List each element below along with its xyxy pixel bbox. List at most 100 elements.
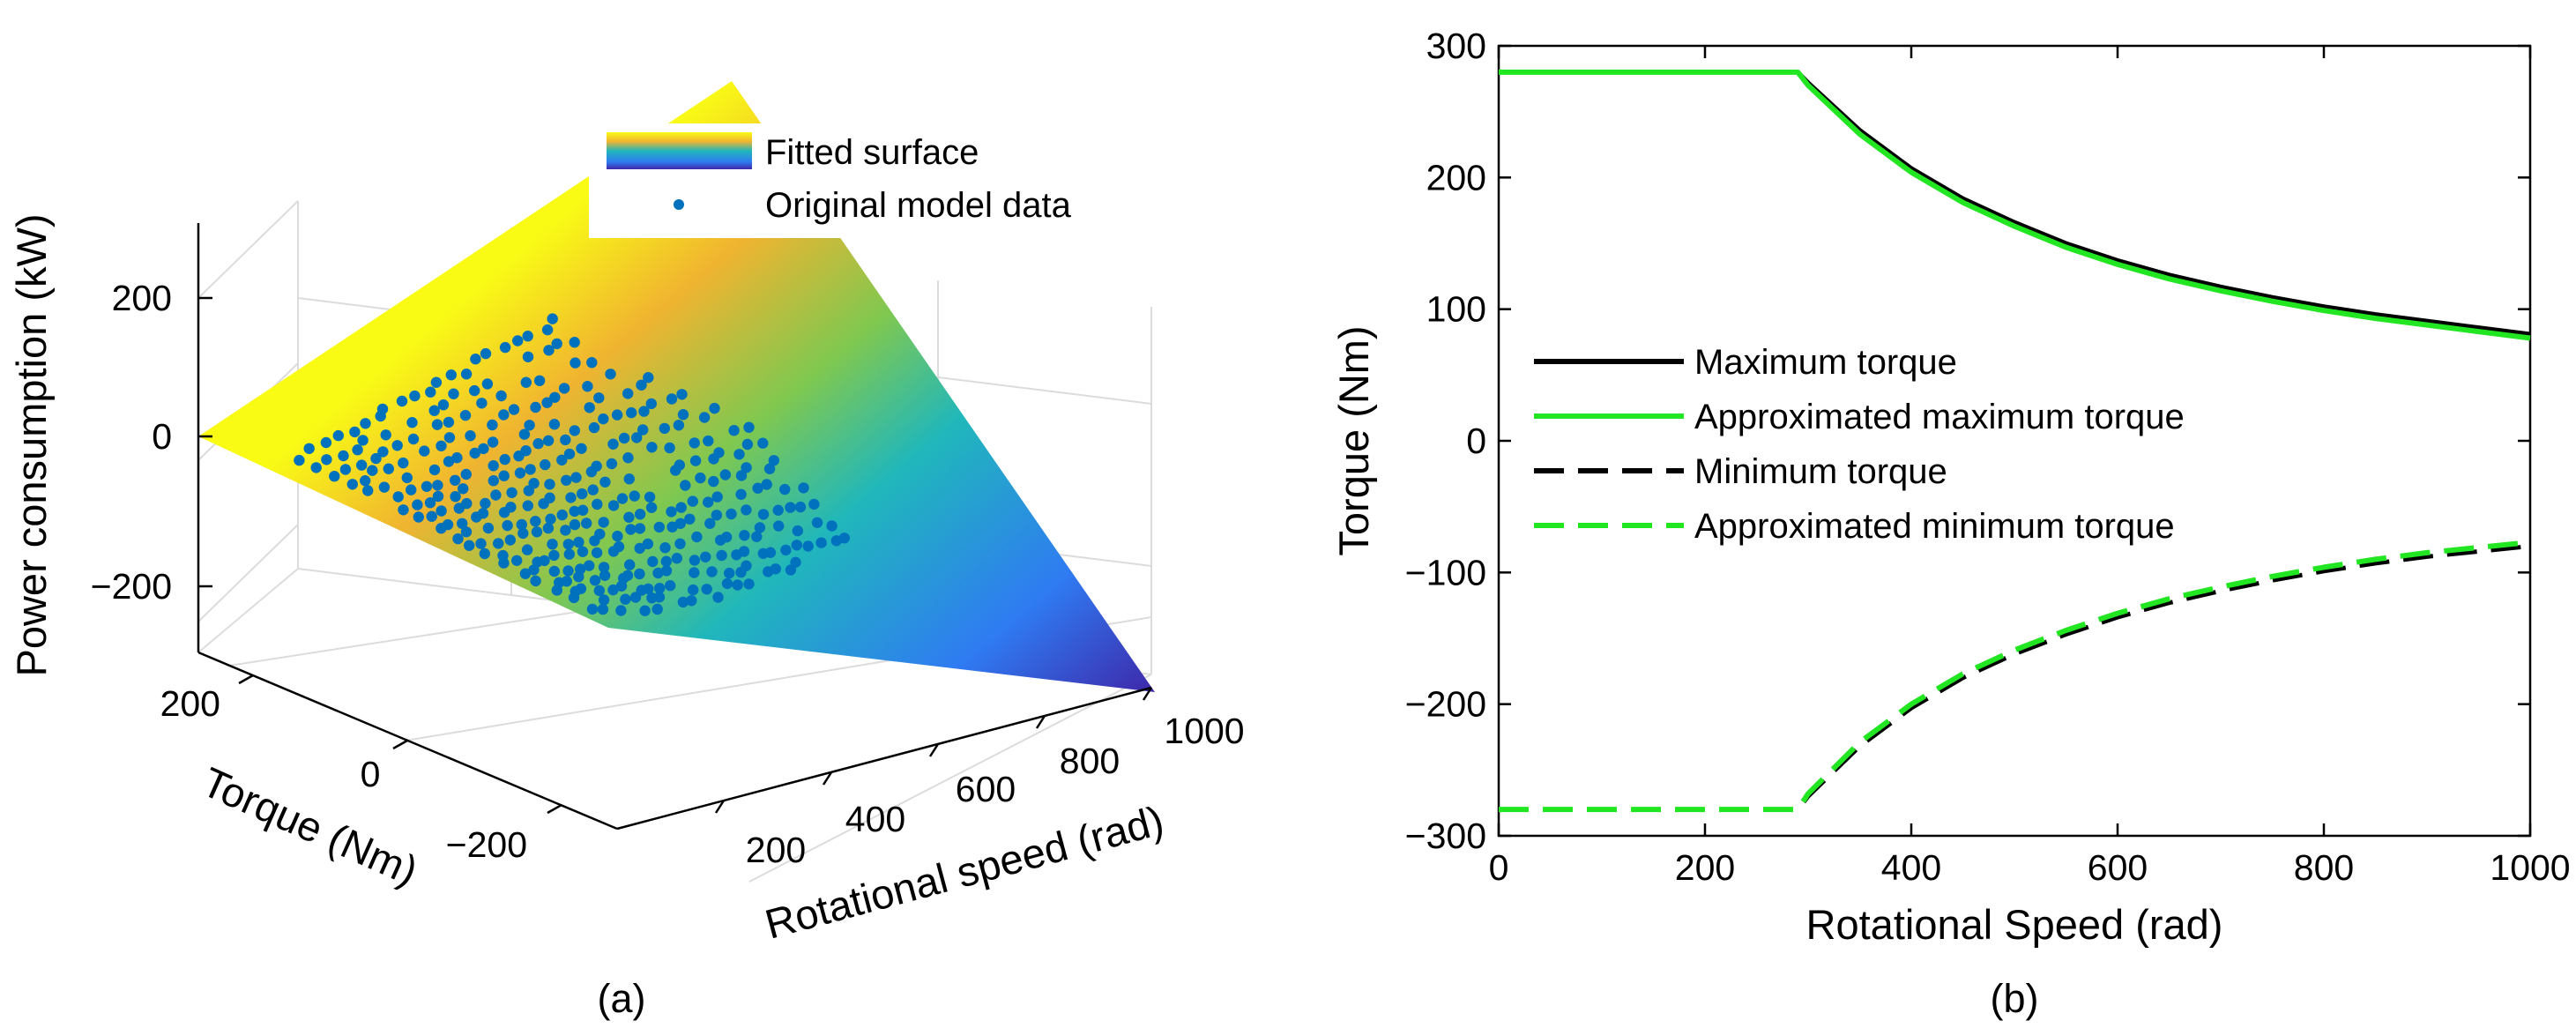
y-tick-label: 200: [1426, 157, 1486, 197]
data-point: [589, 575, 601, 586]
data-point: [548, 565, 560, 577]
data-point: [598, 562, 610, 573]
data-point: [570, 357, 581, 369]
data-point: [586, 603, 599, 615]
data-point: [597, 603, 609, 615]
legend-label: Minimum torque: [1694, 452, 1947, 491]
data-point: [752, 482, 763, 494]
x-tick-label: 200: [1675, 847, 1735, 888]
panel-a-tick-marks: [198, 296, 1153, 815]
data-point: [445, 369, 457, 381]
data-point: [791, 540, 802, 551]
data-point: [794, 501, 807, 513]
y-tick-label: 200: [160, 683, 220, 724]
data-point: [653, 521, 665, 533]
data-point: [584, 560, 595, 571]
data-point: [808, 498, 820, 510]
data-point: [533, 375, 546, 386]
data-point: [689, 437, 700, 449]
data-point: [563, 448, 576, 460]
data-point: [477, 508, 489, 519]
legend-label: Approximated maximum torque: [1694, 398, 2185, 436]
data-point: [605, 369, 616, 380]
data-point: [376, 403, 389, 415]
panel-b-caption: (b): [1991, 976, 2039, 1021]
data-point: [562, 565, 574, 577]
data-point: [556, 509, 568, 521]
data-point: [413, 511, 424, 523]
original-model-data-points: [294, 313, 850, 616]
data-point: [432, 490, 444, 503]
data-point: [659, 422, 670, 435]
data-point: [406, 417, 418, 428]
plot-area: [1497, 44, 2532, 838]
data-point: [540, 458, 551, 471]
data-point: [741, 560, 752, 571]
data-point: [629, 490, 640, 502]
data-point: [613, 540, 625, 553]
legend-label: Maximum torque: [1694, 343, 1957, 382]
data-point: [504, 534, 516, 546]
y-tick-label: −100: [1405, 552, 1486, 592]
data-point: [561, 474, 572, 486]
data-point: [634, 509, 646, 520]
data-point: [642, 538, 654, 550]
data-point: [464, 540, 475, 551]
data-point: [653, 592, 666, 603]
data-point: [598, 517, 609, 528]
data-point: [457, 518, 468, 529]
data-point: [506, 487, 517, 498]
data-point: [409, 390, 421, 402]
data-point: [735, 488, 747, 500]
data-point: [460, 369, 473, 380]
data-point: [310, 462, 322, 473]
data-point: [294, 454, 305, 466]
data-point: [517, 527, 529, 540]
data-point: [741, 438, 754, 451]
data-point: [743, 421, 755, 433]
data-point: [676, 389, 688, 400]
data-point: [475, 538, 487, 549]
data-point: [531, 526, 543, 538]
panel-b-series: [1499, 69, 2531, 813]
y-tick-label: 100: [1426, 289, 1486, 330]
data-point: [659, 542, 671, 554]
data-point: [709, 402, 720, 414]
x-axis-label: Rotational speed (rad): [760, 796, 1168, 948]
data-point: [607, 584, 619, 596]
data-point: [412, 499, 423, 510]
y-tick-label: −300: [1405, 816, 1486, 856]
data-point: [689, 567, 700, 578]
data-point: [432, 480, 443, 491]
series-line-4: [1499, 540, 2531, 813]
data-point: [499, 453, 510, 466]
data-point: [772, 504, 784, 516]
data-point: [728, 425, 740, 436]
data-point: [703, 435, 714, 447]
x-tick-label: 1000: [2490, 847, 2570, 888]
data-point: [726, 508, 737, 520]
panel-b-legend: Maximum torque Approximated maximum torq…: [1534, 343, 2185, 546]
data-point: [380, 429, 391, 441]
data-point: [634, 568, 645, 580]
data-point: [599, 570, 611, 581]
data-point: [459, 409, 472, 421]
data-point: [700, 551, 711, 562]
data-point: [713, 447, 725, 458]
data-point: [660, 555, 672, 567]
data-point: [478, 443, 489, 455]
data-point: [461, 497, 473, 510]
data-point: [561, 576, 572, 587]
data-point: [525, 464, 536, 475]
data-point: [547, 313, 558, 324]
data-point: [398, 504, 409, 516]
data-point: [520, 445, 532, 457]
data-point: [569, 505, 580, 518]
data-point: [560, 525, 571, 536]
data-point: [498, 470, 510, 481]
series-line-2: [1499, 69, 2531, 341]
data-point: [442, 518, 454, 531]
y-axis-label: Torque (Nm): [196, 758, 425, 895]
x-tick-label: 0: [1489, 847, 1509, 888]
x-tick-label: 400: [845, 799, 905, 839]
